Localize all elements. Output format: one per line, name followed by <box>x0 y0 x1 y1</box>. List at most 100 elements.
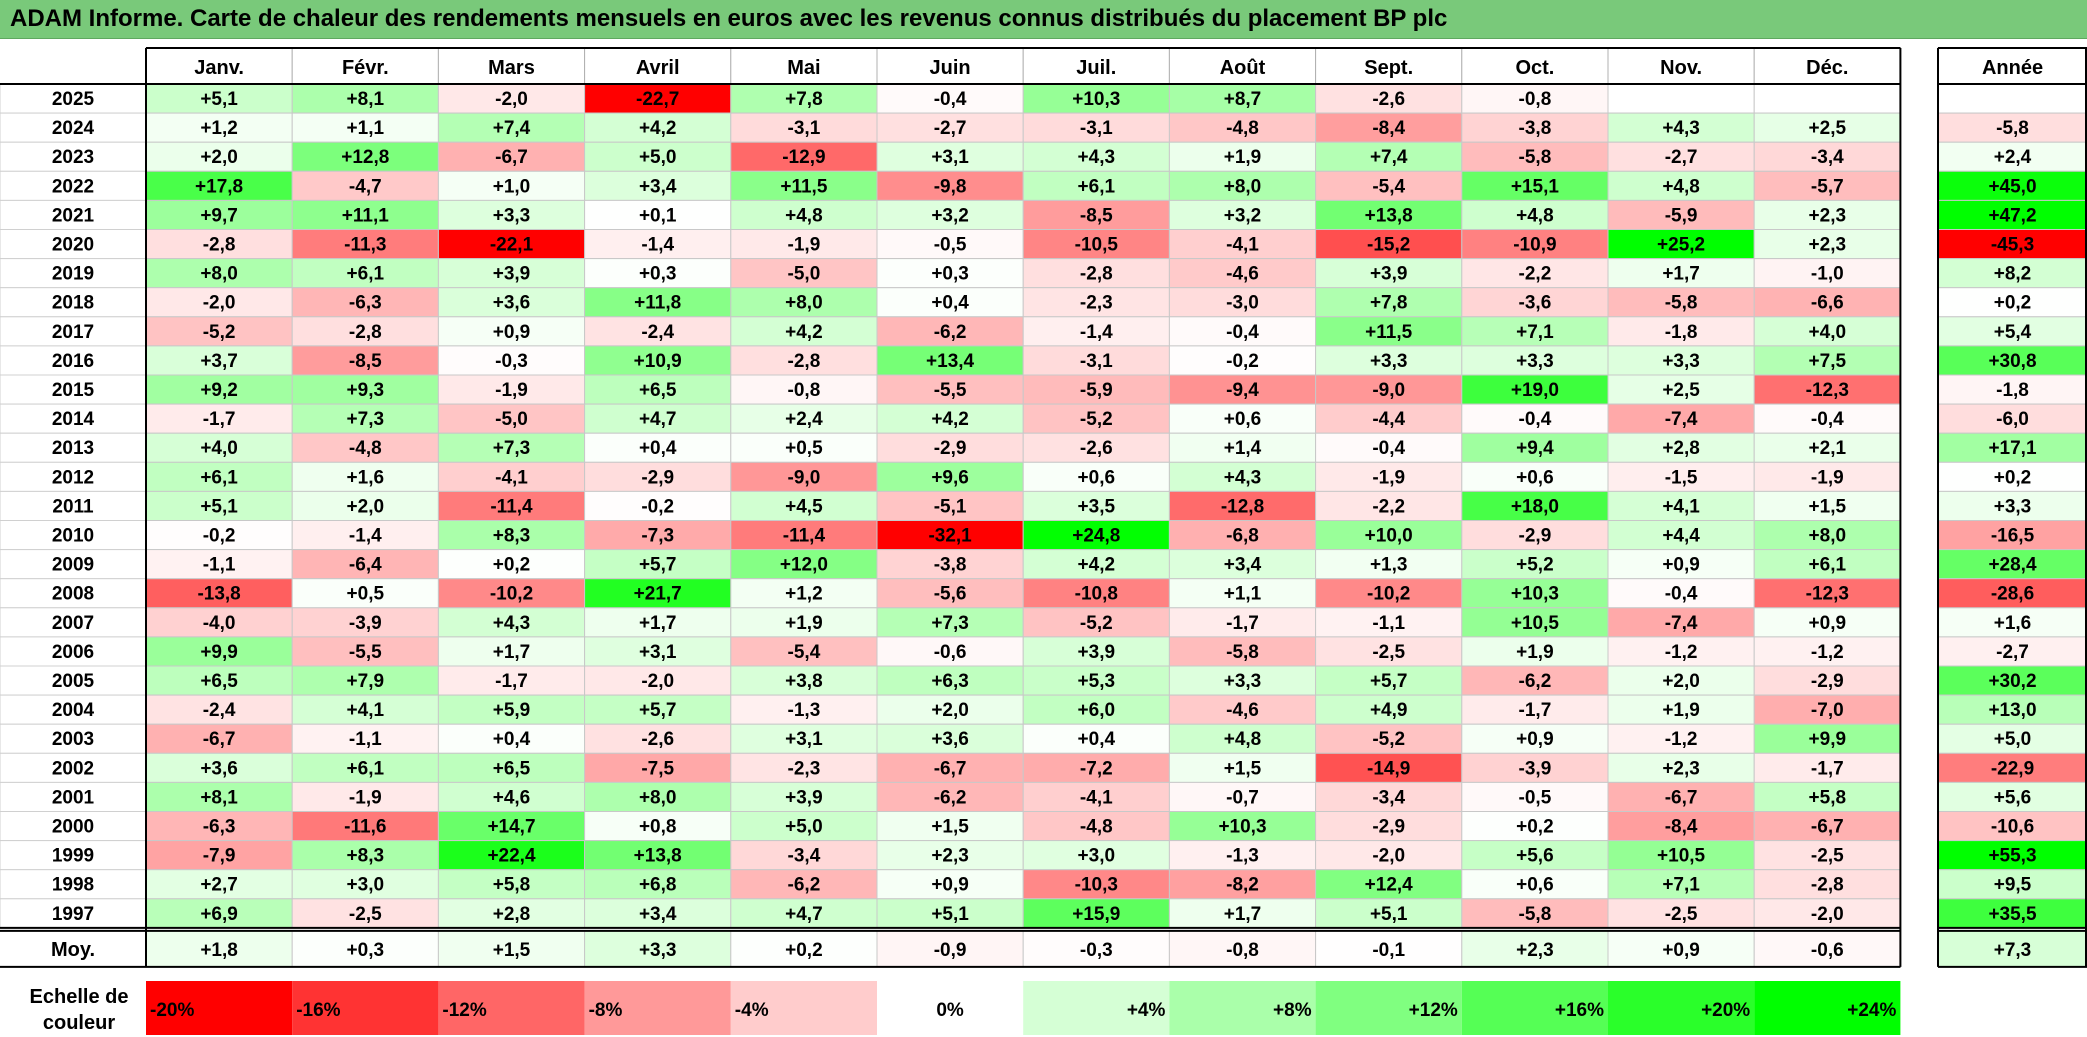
cell-value: -7,4 <box>1665 613 1698 634</box>
cell-value: +3,4 <box>1224 555 1262 576</box>
month-header: Avril <box>636 57 680 79</box>
year-cell <box>0 898 147 929</box>
cell-value: +5,0 <box>639 147 677 168</box>
cell-value: -5,8 <box>1226 642 1259 663</box>
cell-value: +0,5 <box>347 584 385 605</box>
cell-value: +3,5 <box>1078 496 1116 517</box>
cell-value: -1,7 <box>1811 758 1844 779</box>
cell-value: -14,9 <box>1367 758 1410 779</box>
scale-stop-label: +20% <box>1701 1000 1750 1021</box>
cell-value: +6,1 <box>1078 176 1116 197</box>
year-cell <box>0 83 147 114</box>
cell-value: -4,8 <box>1080 817 1113 838</box>
heatmap-cell <box>1022 199 1170 230</box>
cell-value: +0,4 <box>1078 729 1116 750</box>
cell-value: +4,2 <box>639 118 677 139</box>
cell-value: -2,7 <box>934 118 967 139</box>
heatmap-cell <box>145 112 293 143</box>
cell-value: +8,3 <box>347 846 385 867</box>
heatmap-cell <box>1607 665 1755 696</box>
heatmap-cell <box>1022 112 1170 143</box>
scale-label: Echelle de <box>30 986 129 1008</box>
cell-value: -3,0 <box>1226 293 1259 314</box>
heatmap-cell <box>1461 199 1609 230</box>
heatmap-cell <box>1753 723 1901 754</box>
heatmap-cell <box>1168 170 1317 201</box>
heatmap-cell <box>437 723 586 754</box>
cell-value: -3,4 <box>1372 787 1405 808</box>
annual-value: +5,6 <box>1994 787 2032 808</box>
cell-value: -7,9 <box>203 846 236 867</box>
heatmap-cell <box>1753 112 1901 143</box>
cell-value: +13,4 <box>926 351 975 372</box>
cell-value: -1,3 <box>1226 846 1259 867</box>
cell-value: +4,8 <box>1516 205 1554 226</box>
cell-value: +6,0 <box>1078 700 1116 721</box>
cell-value: +1,2 <box>785 584 823 605</box>
heatmap-cell <box>437 258 586 289</box>
cell-value: -6,2 <box>788 875 821 896</box>
month-header-cell <box>291 47 439 85</box>
cell-value: -2,8 <box>788 351 821 372</box>
heatmap-cell <box>1607 287 1755 318</box>
heatmap-cell <box>1753 520 1901 551</box>
cell-value: -0,8 <box>1519 89 1552 110</box>
heatmap-cell <box>730 869 878 900</box>
year-label: 2010 <box>52 526 94 547</box>
cell-value: -0,3 <box>495 351 528 372</box>
cell-value: +5,2 <box>1516 555 1554 576</box>
heatmap-cell <box>1607 549 1755 580</box>
cell-value: +13,8 <box>1365 205 1413 226</box>
heatmap-cell <box>1022 549 1170 580</box>
heatmap-cell <box>876 490 1024 521</box>
heatmap-cell <box>145 199 293 230</box>
heatmap-cell <box>1607 199 1755 230</box>
annual-cell <box>1937 840 2087 871</box>
heatmap-cell <box>1168 432 1317 463</box>
cell-value: -22,7 <box>636 89 679 110</box>
cell-value: +7,8 <box>1370 293 1408 314</box>
heatmap-cell <box>437 199 586 230</box>
average-cell <box>145 930 293 968</box>
cell-value: +0,9 <box>931 875 969 896</box>
average-value: -0,6 <box>1811 940 1844 961</box>
heatmap-cell <box>1607 811 1755 842</box>
cell-value: +3,9 <box>1370 264 1408 285</box>
average-value: +3,3 <box>639 940 677 961</box>
heatmap-cell <box>291 811 439 842</box>
year-label: 2013 <box>52 438 94 459</box>
heatmap-cell <box>437 578 586 609</box>
year-label: 2007 <box>52 613 94 634</box>
heatmap-cell <box>1753 374 1901 405</box>
heatmap-cell <box>730 229 878 260</box>
cell-value: -2,9 <box>1811 671 1844 692</box>
heatmap-cell <box>1168 345 1317 376</box>
heatmap-cell <box>145 432 293 463</box>
cell-value: +5,1 <box>1370 904 1408 925</box>
heatmap-cell <box>876 811 1024 842</box>
annual-value: -45,3 <box>1991 235 2034 256</box>
cell-value: +6,5 <box>200 671 238 692</box>
annual-value: +45,0 <box>1988 176 2036 197</box>
cell-value: +7,4 <box>1370 147 1408 168</box>
heatmap-cell <box>1022 636 1170 667</box>
heatmap-cell <box>437 636 586 667</box>
cell-value: +10,3 <box>1072 89 1120 110</box>
heatmap-cell <box>145 549 293 580</box>
cell-value: +8,7 <box>1224 89 1262 110</box>
cell-value: +1,7 <box>493 642 531 663</box>
cell-value: -4,1 <box>1226 235 1259 256</box>
cell-value: +7,3 <box>931 613 969 634</box>
annual-value: +55,3 <box>1988 846 2036 867</box>
cell-value: +1,9 <box>785 613 823 634</box>
cell-value: +2,3 <box>1662 758 1700 779</box>
heatmap-cell <box>876 578 1024 609</box>
heatmap-cell <box>437 403 586 434</box>
month-header-cell <box>1607 47 1755 85</box>
heatmap-cell <box>291 781 439 813</box>
heatmap-cell <box>1315 752 1463 783</box>
heatmap-cell <box>1753 636 1901 667</box>
annual-value: -2,7 <box>1996 642 2029 663</box>
heatmap-cell <box>876 461 1024 492</box>
cell-value: +8,0 <box>200 264 238 285</box>
